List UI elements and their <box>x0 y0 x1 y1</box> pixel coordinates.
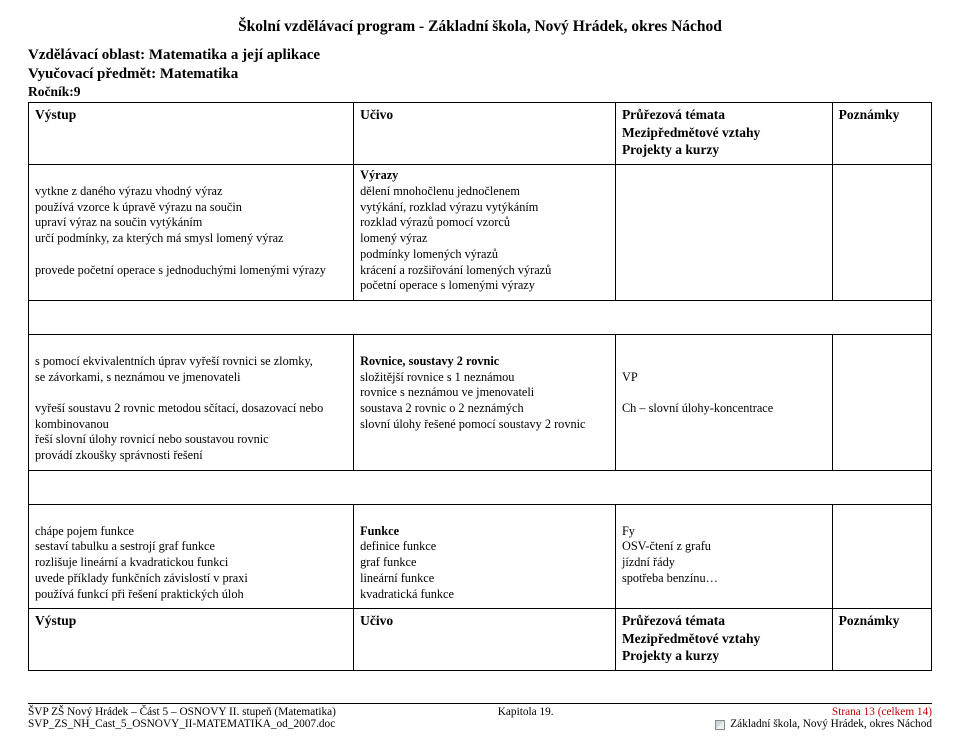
footer-right: Strana 13 (celkem 14) Základní škola, No… <box>715 706 932 730</box>
document-title: Školní vzdělávací program - Základní ško… <box>28 18 932 36</box>
cell-poznamky <box>832 165 931 301</box>
meta-predmet: Vyučovací předmět: Matematika <box>28 65 932 84</box>
meta-rocnik: Ročník:9 <box>28 84 932 101</box>
cell-prurezova: VPCh – slovní úlohy-koncentrace <box>615 335 832 471</box>
school-logo-icon <box>715 720 725 730</box>
footer-right-line2: Základní škola, Nový Hrádek, okres Nácho… <box>715 718 932 730</box>
cell-poznamky <box>832 335 931 471</box>
curriculum-table: Výstup Učivo Průřezová témataMezipředmět… <box>28 102 932 671</box>
col-header-poznamky: Poznámky <box>832 609 931 671</box>
col-header-prurezova: Průřezová témataMezipředmětové vztahyPro… <box>615 103 832 165</box>
col-header-prurezova: Průřezová témataMezipředmětové vztahyPro… <box>615 609 832 671</box>
footer-right-line1: Strana 13 (celkem 14) <box>832 706 932 718</box>
cell-vystup: chápe pojem funkcesestaví tabulku a sest… <box>29 504 354 608</box>
cell-prurezova <box>615 165 832 301</box>
footer-left-line2: SVP_ZS_NH_Cast_5_OSNOVY_II-MATEMATIKA_od… <box>28 718 335 730</box>
footer-left-line1: ŠVP ZŠ Nový Hrádek – Část 5 – OSNOVY II.… <box>28 706 336 718</box>
ucivo-section-title: Výrazy <box>360 168 398 182</box>
cell-ucivo: Rovnice, soustavy 2 rovnic složitější ro… <box>354 335 616 471</box>
table-row: chápe pojem funkcesestaví tabulku a sest… <box>29 504 932 608</box>
cell-ucivo: Výrazy dělení mnohočlenu jednočlenemvytý… <box>354 165 616 301</box>
curriculum-meta: Vzdělávací oblast: Matematika a její apl… <box>28 46 932 100</box>
cell-poznamky <box>832 504 931 608</box>
page-footer: ŠVP ZŠ Nový Hrádek – Část 5 – OSNOVY II.… <box>28 703 932 730</box>
col-header-ucivo: Učivo <box>354 103 616 165</box>
cell-vystup: s pomocí ekvivalentních úprav vyřeší rov… <box>29 335 354 471</box>
table-row: s pomocí ekvivalentních úprav vyřeší rov… <box>29 335 932 471</box>
cell-vystup: vytkne z daného výrazu vhodný výrazpouží… <box>29 165 354 301</box>
table-header-row: Výstup Učivo Průřezová témataMezipředmět… <box>29 609 932 671</box>
col-header-poznamky: Poznámky <box>832 103 931 165</box>
ucivo-section-title: Rovnice, soustavy 2 rovnic <box>360 354 499 368</box>
table-header-row: Výstup Učivo Průřezová témataMezipředmět… <box>29 103 932 165</box>
cell-ucivo: Funkce definice funkcegraf funkcelineárn… <box>354 504 616 608</box>
spacer-row <box>29 470 932 504</box>
col-header-vystup: Výstup <box>29 103 354 165</box>
footer-left: ŠVP ZŠ Nový Hrádek – Část 5 – OSNOVY II.… <box>28 706 336 730</box>
cell-prurezova: FyOSV-čtení z grafujízdní řádyspotřeba b… <box>615 504 832 608</box>
meta-oblast: Vzdělávací oblast: Matematika a její apl… <box>28 46 932 65</box>
col-header-vystup: Výstup <box>29 609 354 671</box>
footer-mid: Kapitola 19. <box>498 706 554 730</box>
table-row: vytkne z daného výrazu vhodný výrazpouží… <box>29 165 932 301</box>
col-header-ucivo: Učivo <box>354 609 616 671</box>
ucivo-section-title: Funkce <box>360 524 399 538</box>
spacer-row <box>29 301 932 335</box>
